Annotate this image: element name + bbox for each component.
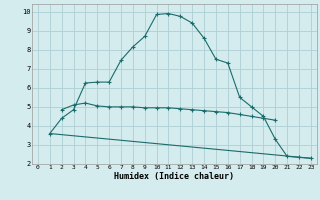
X-axis label: Humidex (Indice chaleur): Humidex (Indice chaleur) (115, 172, 234, 181)
